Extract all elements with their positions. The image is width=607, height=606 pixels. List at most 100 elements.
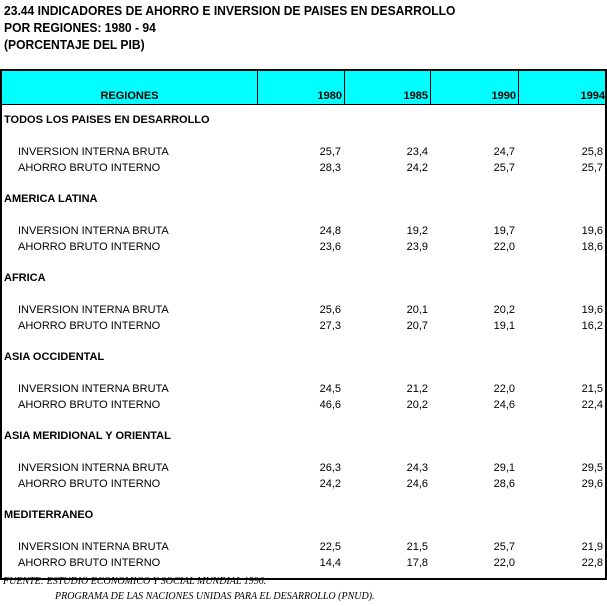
table-subtitle: POR REGIONES: 1980 - 94 [4,20,156,35]
region-group-row: TODOS LOS PAISES EN DESARROLLO [2,112,605,128]
value-cell-1980: 22,5 [319,541,341,553]
value-cell-1980: 26,3 [319,462,341,474]
value-cell-1990: 28,6 [493,478,515,490]
region-group-row: ASIA OCCIDENTAL [2,349,605,365]
value-cell-1994: 22,4 [581,399,603,411]
value-cell-1985: 19,2 [406,225,428,237]
value-cell-1985: 24,2 [406,162,428,174]
value-cell-1980: 46,6 [319,399,341,411]
region-group-row: ASIA MERIDIONAL Y ORIENTAL [2,428,605,444]
header-year-label: 1990 [491,90,516,102]
source-note: FUENTE: ESTUDIO ECONOMICO Y SOCIAL MUNDI… [3,576,267,587]
value-cell-1985: 20,7 [406,320,428,332]
region-name: TODOS LOS PAISES EN DESARROLLO [4,114,210,126]
value-cell-1985: 17,8 [406,557,428,569]
value-cell-1994: 22,8 [581,557,603,569]
value-cell-1980: 23,6 [319,241,341,253]
indicator-label: AHORRO BRUTO INTERNO [18,557,161,569]
header-regions: REGIONES [2,71,257,104]
value-cell-1990: 20,2 [493,304,515,316]
value-cell-1985: 24,3 [406,462,428,474]
value-cell-1985: 24,6 [406,478,428,490]
value-cell-1994: 25,8 [581,146,603,158]
value-cell-1980: 24,5 [319,383,341,395]
value-cell-1985: 21,2 [406,383,428,395]
value-cell-1990: 25,7 [493,162,515,174]
indicator-label: INVERSION INTERNA BRUTA [18,541,169,553]
indicator-label: AHORRO BRUTO INTERNO [18,162,161,174]
value-cell-1980: 14,4 [319,557,341,569]
value-cell-1990: 25,7 [493,541,515,553]
value-cell-1980: 28,3 [319,162,341,174]
header-year-label: 1985 [403,90,428,102]
region-group-row: AFRICA [2,270,605,286]
table-row: INVERSION INTERNA BRUTA 25,6 20,1 20,2 19,6 [2,302,605,318]
region-name: AMERICA LATINA [4,193,98,205]
value-cell-1985: 21,5 [406,541,428,553]
value-cell-1985: 20,1 [406,304,428,316]
value-cell-1994: 29,5 [581,462,603,474]
value-cell-1980: 27,3 [319,320,341,332]
value-cell-1985: 23,9 [406,241,428,253]
value-cell-1990: 29,1 [493,462,515,474]
table-row: INVERSION INTERNA BRUTA 24,5 21,2 22,0 21,5 [2,381,605,397]
table-units: (PORCENTAJE DEL PIB) [4,37,145,52]
indicator-label: INVERSION INTERNA BRUTA [18,462,169,474]
table-row: AHORRO BRUTO INTERNO 24,2 24,6 28,6 29,6 [2,476,605,492]
value-cell-1990: 22,0 [493,241,515,253]
value-cell-1994: 19,6 [581,304,603,316]
region-name: AFRICA [4,272,46,284]
table-row: AHORRO BRUTO INTERNO 23,6 23,9 22,0 18,6 [2,239,605,255]
value-cell-1985: 23,4 [406,146,428,158]
column-divider [430,71,431,104]
value-cell-1990: 24,6 [493,399,515,411]
data-table: REGIONES 1980 1985 1990 1994 TODOS LOS P… [0,69,607,580]
table-row: INVERSION INTERNA BRUTA 25,7 23,4 24,7 25,8 [2,144,605,160]
indicator-label: INVERSION INTERNA BRUTA [18,146,169,158]
table-row: AHORRO BRUTO INTERNO 46,6 20,2 24,6 22,4 [2,397,605,413]
indicator-label: AHORRO BRUTO INTERNO [18,399,161,411]
region-name: ASIA OCCIDENTAL [4,351,105,363]
value-cell-1994: 21,5 [581,383,603,395]
region-group-row: AMERICA LATINA [2,191,605,207]
column-divider [518,71,519,104]
table-row: AHORRO BRUTO INTERNO 28,3 24,2 25,7 25,7 [2,160,605,176]
value-cell-1990: 22,0 [493,383,515,395]
value-cell-1994: 19,6 [581,225,603,237]
indicator-label: INVERSION INTERNA BRUTA [18,383,169,395]
column-divider [257,71,258,104]
value-cell-1990: 22,0 [493,557,515,569]
value-cell-1990: 19,7 [493,225,515,237]
region-group-row: MEDITERRANEO [2,507,605,523]
table-row: AHORRO BRUTO INTERNO 27,3 20,7 19,1 16,2 [2,318,605,334]
region-name: MEDITERRANEO [4,509,94,521]
header-year-1990: 1990 [431,71,518,104]
value-cell-1994: 18,6 [581,241,603,253]
header-year-1980: 1980 [258,71,344,104]
source-note-org: PROGRAMA DE LAS NACIONES UNIDAS PARA EL … [55,591,375,602]
value-cell-1990: 24,7 [493,146,515,158]
value-cell-1994: 16,2 [581,320,603,332]
value-cell-1980: 25,6 [319,304,341,316]
value-cell-1980: 24,2 [319,478,341,490]
value-cell-1985: 20,2 [406,399,428,411]
header-year-1985: 1985 [345,71,430,104]
value-cell-1994: 21,9 [581,541,603,553]
table-row: INVERSION INTERNA BRUTA 24,8 19,2 19,7 19,6 [2,223,605,239]
value-cell-1990: 19,1 [493,320,515,332]
value-cell-1980: 24,8 [319,225,341,237]
indicator-label: AHORRO BRUTO INTERNO [18,241,161,253]
indicator-label: INVERSION INTERNA BRUTA [18,304,169,316]
table-title: 23.44 INDICADORES DE AHORRO E INVERSION … [4,3,456,18]
table-row: INVERSION INTERNA BRUTA 22,5 21,5 25,7 21,9 [2,539,605,555]
column-divider [344,71,345,104]
header-year-label: 1994 [580,90,605,102]
header-year-1994: 1994 [519,71,605,104]
region-name: ASIA MERIDIONAL Y ORIENTAL [4,430,171,442]
table-row: AHORRO BRUTO INTERNO 14,4 17,8 22,0 22,8 [2,555,605,571]
header-regions-label: REGIONES [100,90,159,102]
header-year-label: 1980 [317,90,342,102]
indicator-label: AHORRO BRUTO INTERNO [18,320,161,332]
value-cell-1994: 25,7 [581,162,603,174]
indicator-label: AHORRO BRUTO INTERNO [18,478,161,490]
